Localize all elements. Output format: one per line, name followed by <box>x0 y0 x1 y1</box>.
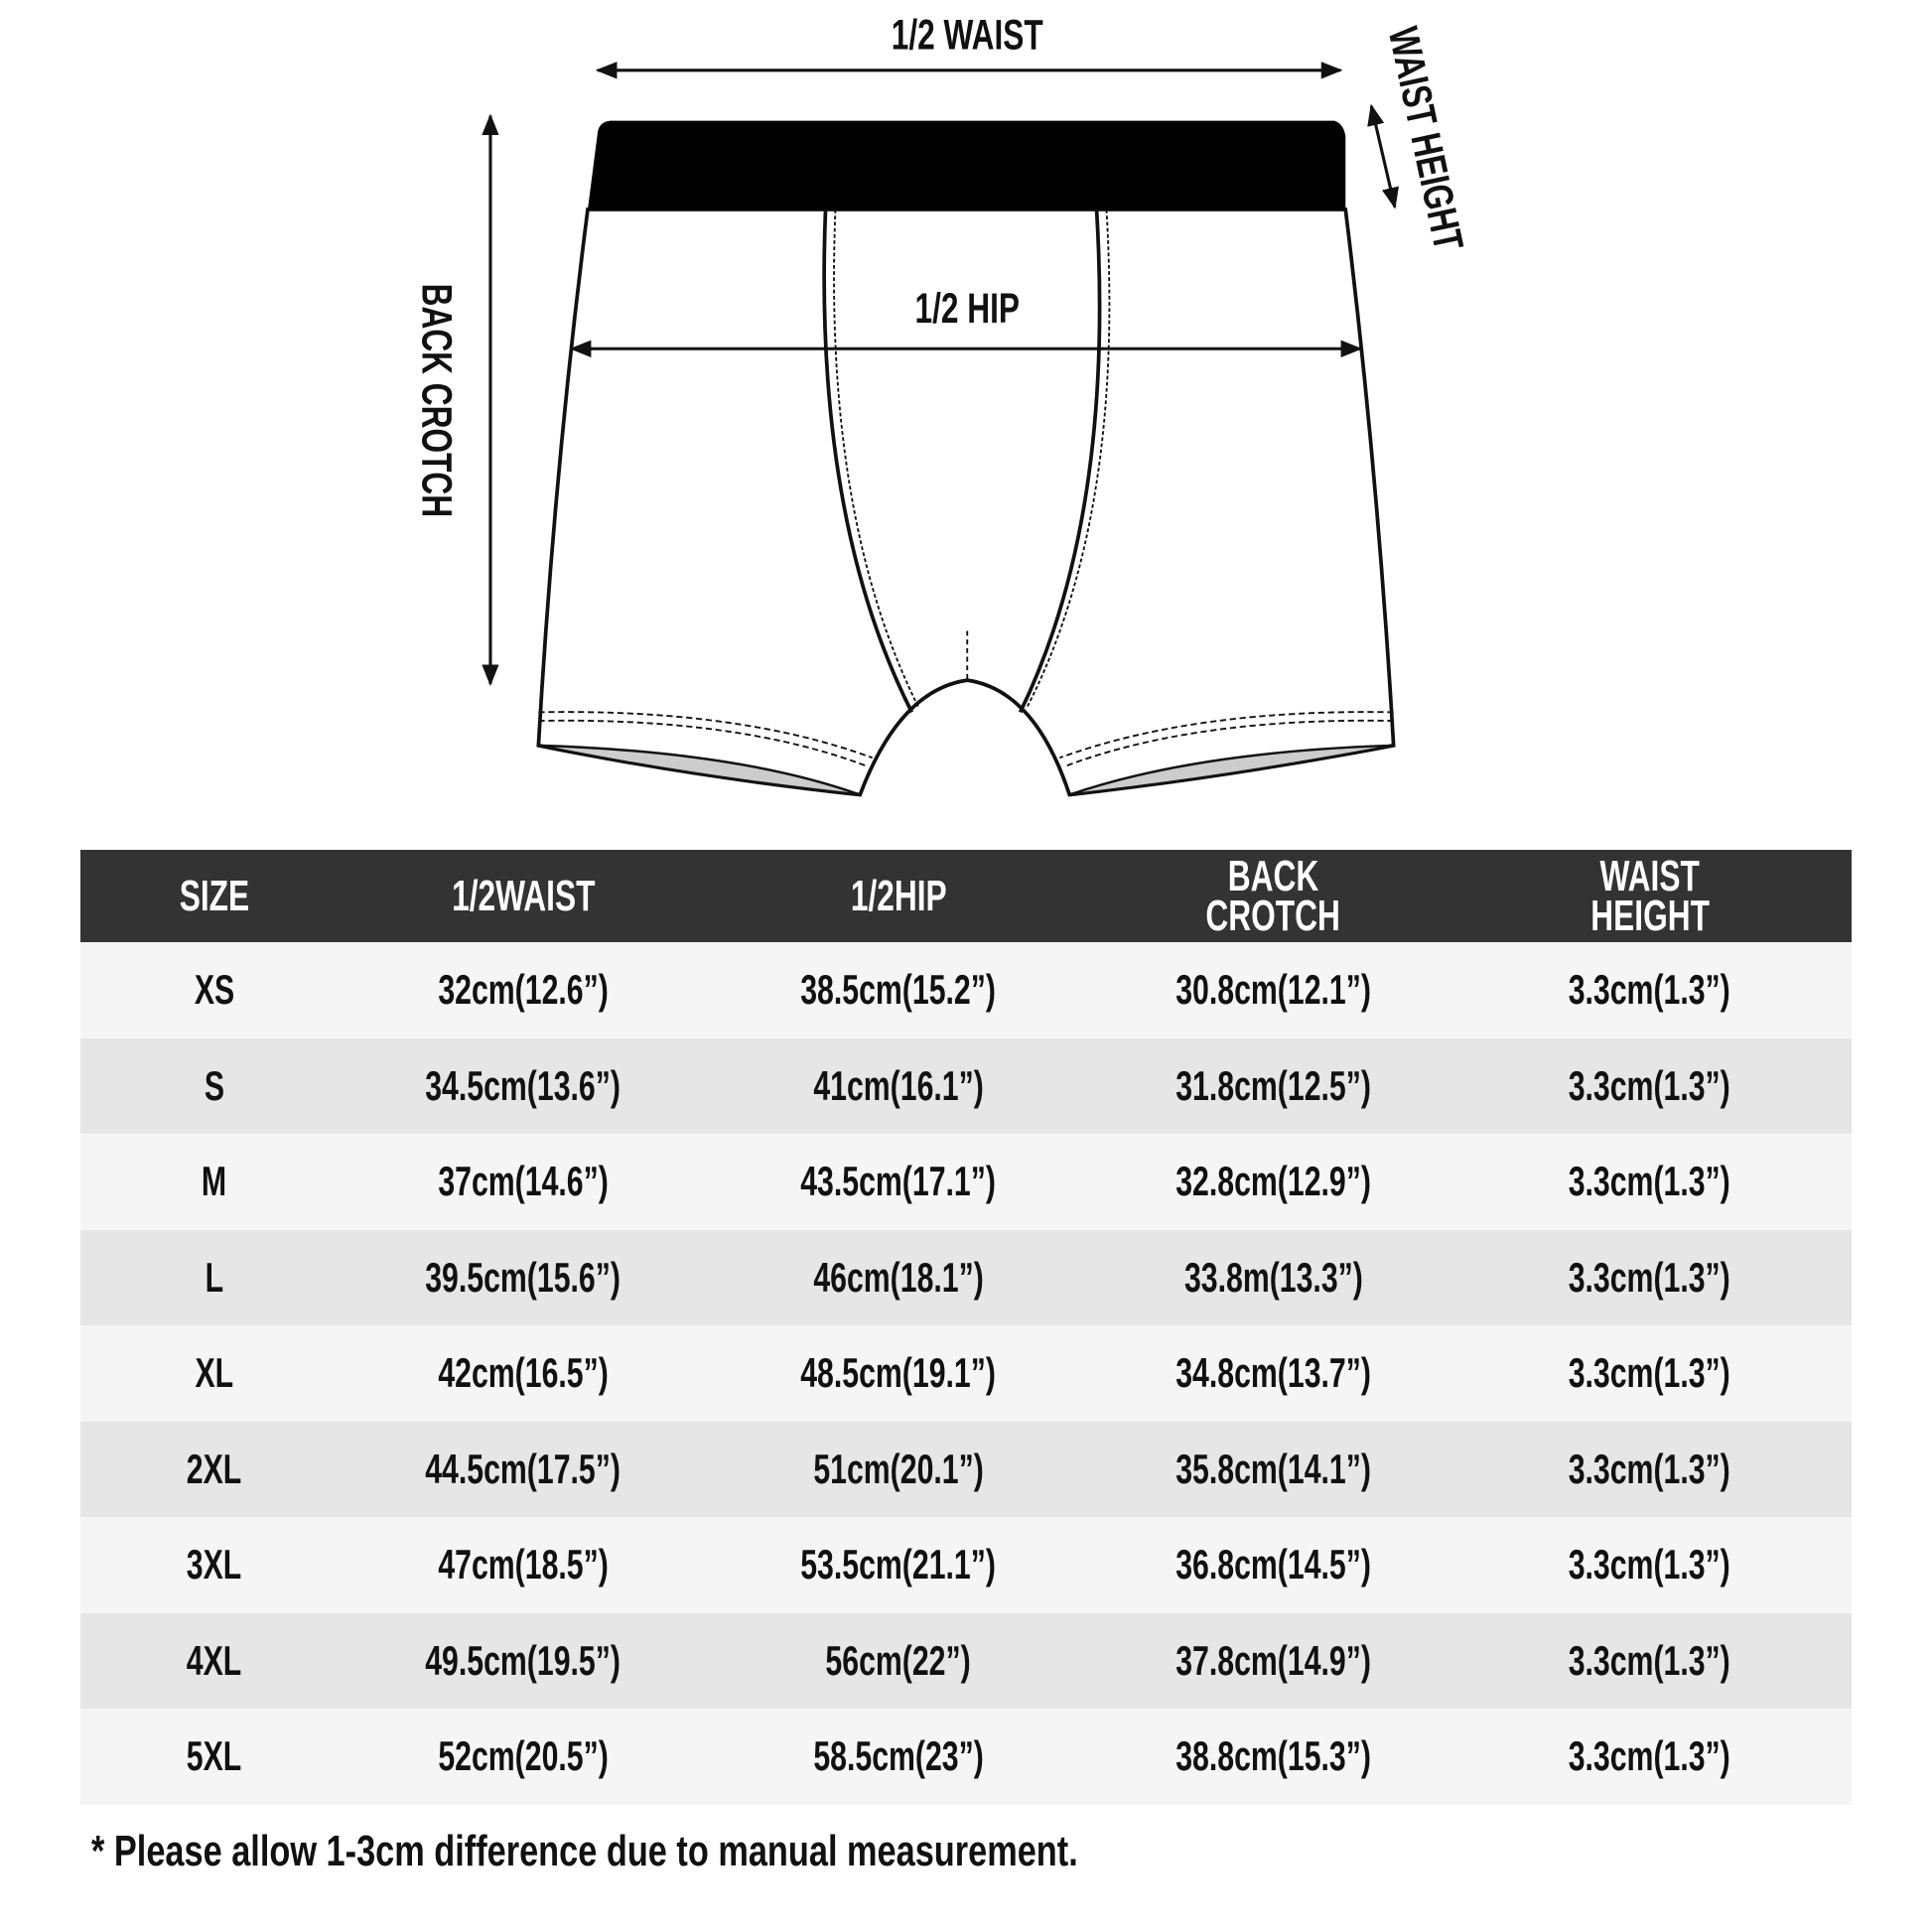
cell-waist-height: 3.3cm(1.3”) <box>1448 1134 1852 1230</box>
seams <box>538 208 1394 767</box>
shorts-measurement-diagram: 1/2 WAIST 1/2 HIP BACK CROTCH WAIST HEIG… <box>414 11 1473 797</box>
cell-size: L <box>80 1229 348 1325</box>
cell-waist-height: 3.3cm(1.3”) <box>1448 1517 1852 1613</box>
cell-back-crotch: 36.8cm(14.5”) <box>1098 1517 1449 1613</box>
table-row: 3XL 47cm(18.5”) 53.5cm(21.1”) 36.8cm(14.5”)… <box>80 1517 1852 1613</box>
cell-half-hip: 51cm(20.1”) <box>698 1421 1099 1517</box>
cell-size: 3XL <box>80 1517 348 1613</box>
cell-half-hip: 58.5cm(23”) <box>698 1709 1099 1805</box>
header-half-waist: 1/2WAIST <box>347 850 699 942</box>
table-row: 4XL 49.5cm(19.5”) 56cm(22”) 37.8cm(14.9”) 3.… <box>80 1612 1852 1709</box>
cell-half-hip: 56cm(22”) <box>698 1612 1099 1709</box>
header-waist-height: WAIST HEIGHT <box>1448 850 1852 942</box>
table-row: 2XL 44.5cm(17.5”) 51cm(20.1”) 35.8cm(14.1”)… <box>80 1421 1852 1517</box>
cell-waist-height: 3.3cm(1.3”) <box>1448 1612 1852 1709</box>
table-row: M 37cm(14.6”) 43.5cm(17.1”) 32.8cm(12.9”) 3.… <box>80 1134 1852 1230</box>
cell-size: 5XL <box>80 1709 348 1805</box>
cell-half-waist: 49.5cm(19.5”) <box>347 1612 699 1709</box>
cell-size: 2XL <box>80 1421 348 1517</box>
cell-half-hip: 43.5cm(17.1”) <box>698 1134 1099 1230</box>
cell-half-hip: 38.5cm(15.2”) <box>698 942 1099 1038</box>
table-row: S 34.5cm(13.6”) 41cm(16.1”) 31.8cm(12.5”) 3.… <box>80 1037 1852 1134</box>
cell-size: S <box>80 1037 348 1134</box>
cell-half-waist: 42cm(16.5”) <box>347 1325 699 1422</box>
cell-size: M <box>80 1134 348 1230</box>
footnote: * Please allow 1-3cm difference due to m… <box>91 1827 1078 1875</box>
cell-half-waist: 47cm(18.5”) <box>347 1517 699 1613</box>
waistband <box>587 120 1346 210</box>
waist-height-arrow <box>1367 103 1399 209</box>
half-hip-label: 1/2 HIP <box>914 285 1020 333</box>
cell-back-crotch: 30.8cm(12.1”) <box>1098 942 1449 1038</box>
cell-size: XS <box>80 942 348 1038</box>
cell-half-hip: 48.5cm(19.1”) <box>698 1325 1099 1422</box>
table-header-row: SIZE 1/2WAIST 1/2HIP BACK CROTCH WAIST HEI… <box>80 850 1852 942</box>
cell-half-waist: 44.5cm(17.5”) <box>347 1421 699 1517</box>
header-size: SIZE <box>80 850 348 942</box>
table-row: XS 32cm(12.6”) 38.5cm(15.2”) 30.8cm(12.1”) 3… <box>80 942 1852 1038</box>
cell-back-crotch: 37.8cm(14.9”) <box>1098 1612 1449 1709</box>
cell-size: 4XL <box>80 1612 348 1709</box>
cell-size: XL <box>80 1325 348 1422</box>
cell-half-waist: 52cm(20.5”) <box>347 1709 699 1805</box>
header-half-hip: 1/2HIP <box>698 850 1099 942</box>
cell-back-crotch: 31.8cm(12.5”) <box>1098 1037 1449 1134</box>
table-row: XL 42cm(16.5”) 48.5cm(19.1”) 34.8cm(13.7”) 3… <box>80 1325 1852 1422</box>
waist-height-label: WAIST HEIGHT <box>1380 23 1473 255</box>
cell-back-crotch: 33.8m(13.3”) <box>1098 1229 1449 1325</box>
back-crotch-label: BACK CROTCH <box>414 284 462 517</box>
cell-waist-height: 3.3cm(1.3”) <box>1448 1325 1852 1422</box>
cell-waist-height: 3.3cm(1.3”) <box>1448 942 1852 1038</box>
cell-back-crotch: 32.8cm(12.9”) <box>1098 1134 1449 1230</box>
cell-half-hip: 41cm(16.1”) <box>698 1037 1099 1134</box>
cell-half-waist: 34.5cm(13.6”) <box>347 1037 699 1134</box>
table-row: 5XL 52cm(20.5”) 58.5cm(23”) 38.8cm(15.3”) 3.… <box>80 1709 1852 1805</box>
cell-back-crotch: 35.8cm(14.1”) <box>1098 1421 1449 1517</box>
cell-half-hip: 46cm(18.1”) <box>698 1229 1099 1325</box>
table-row: L 39.5cm(15.6”) 46cm(18.1”) 33.8m(13.3”) 3.3… <box>80 1229 1852 1325</box>
cell-half-waist: 32cm(12.6”) <box>347 942 699 1038</box>
header-back-crotch: BACK CROTCH <box>1098 850 1449 942</box>
size-chart-table: SIZE 1/2WAIST 1/2HIP BACK CROTCH WAIST HEI… <box>80 850 1852 1805</box>
cell-half-hip: 53.5cm(21.1”) <box>698 1517 1099 1613</box>
cell-waist-height: 3.3cm(1.3”) <box>1448 1229 1852 1325</box>
cell-back-crotch: 38.8cm(15.3”) <box>1098 1709 1449 1805</box>
cell-half-waist: 37cm(14.6”) <box>347 1134 699 1230</box>
cell-waist-height: 3.3cm(1.3”) <box>1448 1421 1852 1517</box>
cell-back-crotch: 34.8cm(13.7”) <box>1098 1325 1449 1422</box>
cell-waist-height: 3.3cm(1.3”) <box>1448 1037 1852 1134</box>
half-waist-label: 1/2 WAIST <box>892 11 1043 59</box>
cell-waist-height: 3.3cm(1.3”) <box>1448 1709 1852 1805</box>
cell-half-waist: 39.5cm(15.6”) <box>347 1229 699 1325</box>
